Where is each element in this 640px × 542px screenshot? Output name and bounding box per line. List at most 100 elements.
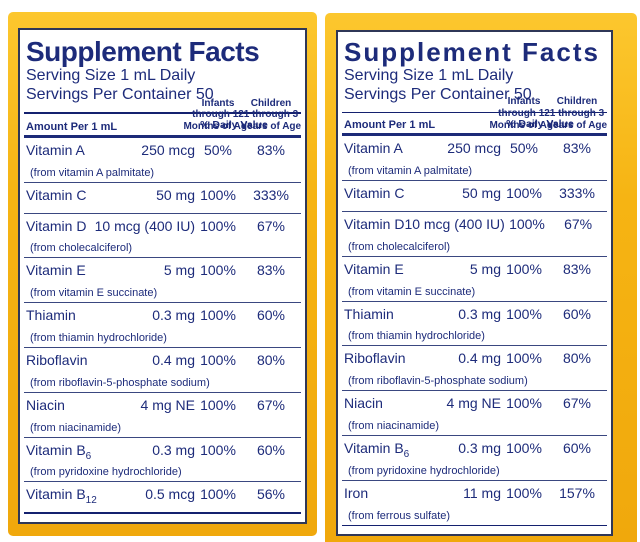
nutrient-infants-daily-value: 100%: [200, 217, 236, 234]
nutrient-children-daily-value: 80%: [256, 352, 286, 369]
nutrient-infants-daily-value: 100%: [200, 486, 236, 503]
nutrient-source: (from vitamin A palmitate): [30, 166, 155, 179]
nutrient-amount: 250 mcg: [447, 140, 501, 157]
nutrient-children-daily-value: 333%: [559, 185, 595, 202]
amount-per-serving-heading: Amount Per 1 mL: [344, 119, 436, 132]
nutrient-amount: 0.3 mg: [152, 441, 195, 458]
nutrient-children-daily-value: 83%: [256, 262, 286, 279]
daily-value-heading: % Daily Value: [200, 118, 268, 131]
nutrient-children-daily-value: 67%: [256, 217, 286, 234]
nutrient-name: Vitamin D: [344, 216, 405, 233]
nutrient-source: (from pyridoxine hydrochloride): [348, 464, 500, 477]
nutrient-children-daily-value: 157%: [559, 484, 595, 501]
nutrient-amount: 5 mg: [469, 260, 501, 277]
nutrient-amount: 0.3 mg: [152, 307, 195, 324]
nutrient-children-daily-value: 67%: [256, 396, 286, 413]
nutrient-source: (from vitamin A palmitate): [348, 165, 473, 178]
nutrient-amount: 0.3 mg: [458, 440, 501, 457]
nutrient-name: Riboflavin: [26, 352, 88, 369]
nutrient-row: Vitamin B6 0.3 mg 100% 60% (from pyridox…: [342, 435, 607, 480]
nutrient-name-subscript: 6: [403, 448, 410, 460]
nutrient-source: (from cholecalciferol): [30, 242, 133, 255]
nutrient-infants-daily-value: 100%: [506, 260, 542, 277]
nutrient-amount: 50 mg: [156, 186, 195, 203]
nutrient-row: Riboflavin 0.4 mg 100% 80% (from ribofla…: [24, 347, 301, 392]
nutrient-source: (from thiamin hydrochloride): [30, 332, 167, 345]
nutrient-infants-daily-value: 50%: [509, 140, 539, 157]
nutrient-row: Vitamin E 5 mg 100% 83% (from vitamin E …: [342, 255, 607, 301]
nutrient-source: (from niacinamide): [30, 421, 122, 434]
nutrient-infants-daily-value: 100%: [200, 352, 236, 369]
nutrient-infants-daily-value: 100%: [506, 484, 542, 501]
nutrient-source: (from pyridoxine hydrochloride): [30, 466, 182, 479]
nutrient-name: Vitamin E: [26, 262, 86, 279]
nutrient-infants-daily-value: 100%: [506, 350, 542, 367]
children-column-heading: Children 1 through 3 Years of Age: [240, 97, 302, 133]
divider-bar-bottom: [342, 524, 607, 526]
nutrient-name: Iron: [344, 484, 369, 501]
column-headers: Amount Per 1 mL Infants through 12 Month…: [24, 98, 301, 139]
nutrient-row: Vitamin A 250 mcg 50% 83% (from vitamin …: [24, 138, 301, 182]
nutrient-name: Vitamin D: [26, 217, 87, 234]
nutrient-row: Vitamin A 250 mcg 50% 83% (from vitamin …: [342, 136, 607, 180]
nutrient-infants-daily-value: 100%: [506, 305, 542, 322]
nutrient-children-daily-value: 60%: [562, 305, 592, 322]
nutrient-name: Vitamin B12: [26, 486, 97, 507]
nutrient-children-daily-value: 60%: [256, 441, 286, 458]
nutrient-row: Iron 11 mg 100% 157% (from ferrous sulfa…: [342, 479, 607, 525]
infants-column-heading: Infants through 12 Months of Age: [489, 96, 559, 131]
nutrient-children-daily-value: 67%: [562, 395, 592, 412]
children-column-heading: Children 1 through 3 Years of Age: [546, 96, 608, 131]
panel-title: Supplement Facts: [26, 36, 260, 67]
nutrient-row: Thiamin 0.3 mg 100% 60% (from thiamin hy…: [342, 300, 607, 346]
nutrient-children-daily-value: 67%: [564, 216, 593, 233]
nutrient-row: Vitamin D 10 mcg (400 IU) 100% 67% (from…: [342, 211, 607, 256]
nutrient-row: Vitamin C 50 mg 100% 333%: [342, 180, 607, 211]
divider-bar-top: [24, 112, 301, 114]
nutrient-infants-daily-value: 100%: [509, 216, 545, 233]
facts-box: Supplement Facts Serving Size 1 mL Daily…: [18, 28, 307, 524]
infants-column-heading: Infants through 12 Months of Age: [183, 97, 253, 133]
nutrient-row: Vitamin D 10 mcg (400 IU) 100% 67% (from…: [24, 212, 301, 258]
nutrient-table: Vitamin A 250 mcg 50% 83% (from vitamin …: [24, 138, 301, 512]
nutrient-name-subscript: 12: [85, 495, 97, 507]
nutrient-children-daily-value: 83%: [562, 140, 592, 157]
nutrient-children-daily-value: 83%: [562, 260, 592, 277]
nutrient-name: Vitamin E: [344, 260, 404, 277]
nutrient-infants-daily-value: 100%: [506, 440, 542, 457]
facts-box: Supplement Facts Serving Size 1 mL Daily…: [336, 30, 613, 536]
serving-size: Serving Size 1 mL Daily: [344, 67, 514, 85]
nutrient-infants-daily-value: 100%: [200, 186, 236, 203]
nutrient-amount: 10 mcg (400 IU): [94, 217, 195, 234]
nutrient-infants-daily-value: 100%: [200, 441, 236, 458]
nutrient-name: Vitamin C: [344, 185, 405, 202]
nutrient-amount: 0.5 mcg: [145, 486, 195, 503]
nutrient-name: Niacin: [26, 396, 65, 413]
nutrient-amount: 10 mcg (400 IU): [404, 216, 505, 233]
nutrient-amount: 0.4 mg: [152, 352, 195, 369]
nutrient-amount: 5 mg: [163, 262, 195, 279]
servings-per-container: Servings Per Container 50: [26, 86, 214, 104]
nutrient-name: Vitamin B6: [26, 441, 92, 462]
nutrient-name-subscript: 6: [85, 450, 92, 462]
nutrient-name: Niacin: [344, 395, 383, 412]
servings-per-container: Servings Per Container 50: [344, 85, 532, 103]
nutrient-source: (from ferrous sulfate): [348, 509, 451, 522]
nutrient-name: Riboflavin: [344, 350, 406, 367]
nutrient-children-daily-value: 83%: [256, 142, 286, 159]
nutrient-amount: 0.4 mg: [458, 350, 501, 367]
nutrient-source: (from thiamin hydrochloride): [348, 330, 485, 343]
nutrient-infants-daily-value: 50%: [203, 142, 233, 159]
nutrient-amount: 4 mg NE: [140, 396, 195, 413]
nutrient-amount: 0.3 mg: [458, 305, 501, 322]
panel-title: Supplement Facts: [344, 37, 600, 67]
nutrient-children-daily-value: 60%: [562, 440, 592, 457]
nutrient-row: Vitamin E 5 mg 100% 83% (from vitamin E …: [24, 257, 301, 302]
nutrient-row: Niacin 4 mg NE 100% 67% (from niacinamid…: [342, 390, 607, 435]
nutrient-row: Vitamin C 50 mg 100% 333%: [24, 181, 301, 213]
nutrient-row: Vitamin B6 0.3 mg 100% 60% (from pyridox…: [24, 436, 301, 482]
nutrient-children-daily-value: 60%: [256, 307, 286, 324]
nutrient-children-daily-value: 80%: [562, 350, 592, 367]
divider-bar-top: [342, 111, 607, 113]
